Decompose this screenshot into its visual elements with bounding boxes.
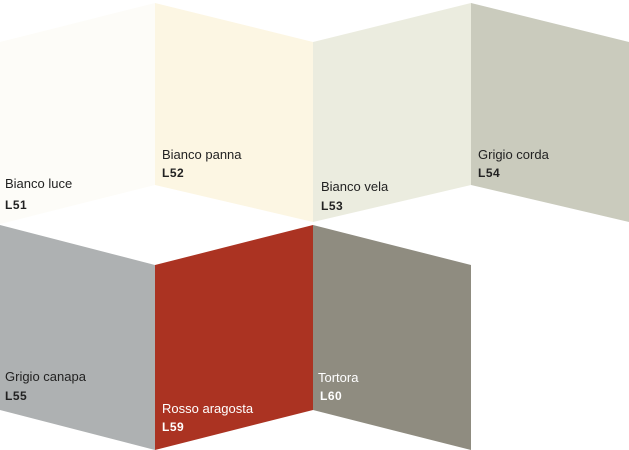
color-swatch xyxy=(471,3,629,222)
swatch-name: Grigio canapa xyxy=(5,369,87,384)
color-swatch xyxy=(0,3,155,224)
color-swatch xyxy=(155,3,313,222)
swatch-name: Grigio corda xyxy=(478,147,550,162)
swatch-code: L51 xyxy=(5,198,27,212)
swatch-name: Bianco luce xyxy=(5,176,72,191)
color-swatch xyxy=(0,225,155,450)
swatch-name: Bianco panna xyxy=(162,147,242,162)
swatch-code: L55 xyxy=(5,389,27,403)
swatch-name: Rosso aragosta xyxy=(162,401,254,416)
color-swatch xyxy=(313,225,471,450)
swatch-code: L59 xyxy=(162,420,184,434)
swatch-code: L54 xyxy=(478,166,500,180)
swatch-name: Tortora xyxy=(318,370,359,385)
swatch-code: L52 xyxy=(162,166,184,180)
swatch-code: L60 xyxy=(320,389,342,403)
swatch-code: L53 xyxy=(321,199,343,213)
color-swatch xyxy=(313,3,471,222)
color-swatch xyxy=(155,225,313,450)
swatch-name: Bianco vela xyxy=(321,179,389,194)
